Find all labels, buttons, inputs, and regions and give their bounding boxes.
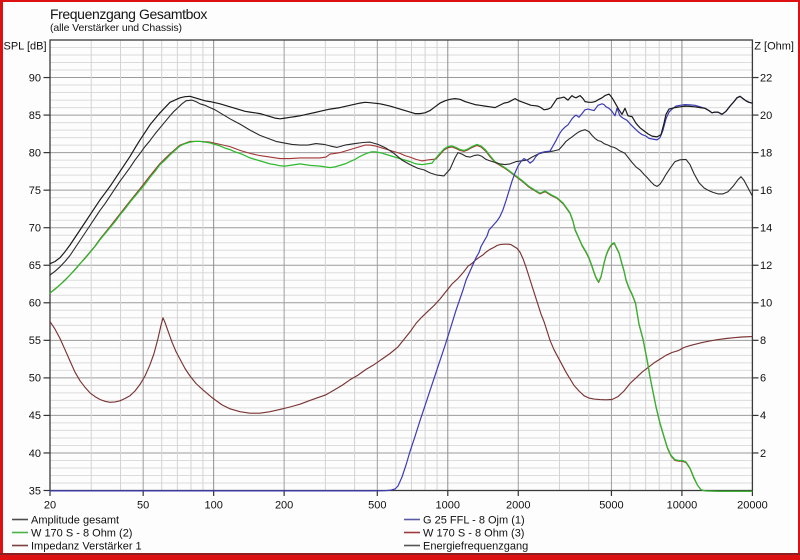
- svg-text:Amplitude gesamt: Amplitude gesamt: [31, 515, 119, 527]
- svg-text:10: 10: [760, 298, 772, 310]
- svg-text:W 170 S - 8 Ohm (2): W 170 S - 8 Ohm (2): [31, 528, 132, 540]
- svg-text:60: 60: [29, 298, 41, 310]
- svg-text:200: 200: [275, 500, 293, 512]
- svg-text:Z [Ohm]: Z [Ohm]: [754, 41, 794, 53]
- svg-text:500: 500: [368, 500, 386, 512]
- svg-text:5000: 5000: [599, 500, 623, 512]
- svg-text:20000: 20000: [737, 500, 768, 512]
- svg-text:100: 100: [204, 500, 222, 512]
- svg-text:6: 6: [760, 373, 766, 385]
- svg-text:22: 22: [760, 72, 772, 84]
- svg-text:50: 50: [137, 500, 149, 512]
- svg-text:65: 65: [29, 260, 41, 272]
- svg-text:40: 40: [29, 448, 41, 460]
- svg-text:45: 45: [29, 410, 41, 422]
- svg-text:50: 50: [29, 373, 41, 385]
- svg-text:Energiefrequenzgang: Energiefrequenzgang: [423, 541, 528, 553]
- svg-text:18: 18: [760, 147, 772, 159]
- svg-text:55: 55: [29, 335, 41, 347]
- svg-text:14: 14: [760, 223, 772, 235]
- svg-text:4: 4: [760, 410, 766, 422]
- svg-text:16: 16: [760, 185, 772, 197]
- svg-text:12: 12: [760, 260, 772, 272]
- svg-text:85: 85: [29, 110, 41, 122]
- svg-text:1000: 1000: [436, 500, 460, 512]
- svg-text:W 170 S - 8 Ohm (3): W 170 S - 8 Ohm (3): [423, 528, 524, 540]
- svg-text:2: 2: [760, 448, 766, 460]
- svg-text:35: 35: [29, 485, 41, 497]
- svg-text:2000: 2000: [506, 500, 530, 512]
- svg-text:20: 20: [760, 110, 772, 122]
- svg-text:8: 8: [760, 335, 766, 347]
- svg-text:Impedanz Verstärker 1: Impedanz Verstärker 1: [31, 541, 142, 553]
- svg-text:80: 80: [29, 147, 41, 159]
- svg-text:90: 90: [29, 72, 41, 84]
- svg-text:10000: 10000: [667, 500, 698, 512]
- svg-text:75: 75: [29, 185, 41, 197]
- svg-text:70: 70: [29, 223, 41, 235]
- svg-text:20: 20: [44, 500, 56, 512]
- svg-text:G 25 FFL - 8 Ojm (1): G 25 FFL - 8 Ojm (1): [423, 515, 525, 527]
- svg-text:SPL [dB]: SPL [dB]: [4, 41, 47, 53]
